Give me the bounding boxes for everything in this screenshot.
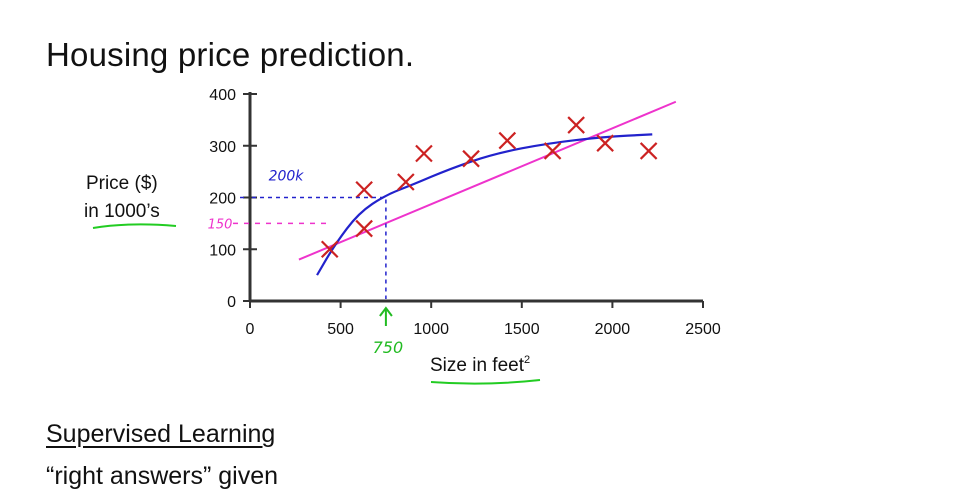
- y-tick-label: 100: [209, 242, 236, 259]
- x-tick-label: 1000: [413, 321, 449, 338]
- section-heading: Supervised Learning: [46, 420, 276, 448]
- fit-lines: [298, 100, 677, 276]
- query-value-label: 750: [373, 338, 404, 357]
- x-tick-label: 0: [246, 321, 255, 338]
- data-point-stroke: [355, 180, 373, 199]
- data-point-stroke: [320, 240, 339, 259]
- x-axis-label-superscript: 2: [524, 354, 531, 366]
- data-point-stroke: [462, 149, 480, 168]
- x-tick-label: 2000: [595, 321, 631, 338]
- query-arrow-head: [379, 306, 393, 317]
- y-tick-label: 400: [209, 87, 236, 104]
- annotations: 750 200k 150: [92, 169, 541, 385]
- y-axis-label-line1: Price ($): [85, 173, 158, 194]
- y-tick-label: 200: [209, 191, 236, 208]
- y-axis-label-line2: in 1000’s: [84, 201, 160, 222]
- data-point-stroke: [397, 173, 415, 191]
- data-point-stroke: [543, 142, 562, 160]
- x-tick-label: 2500: [685, 321, 721, 338]
- data-point: [355, 219, 373, 238]
- data-point: [320, 240, 339, 259]
- data-point: [567, 116, 585, 134]
- data-point-stroke: [498, 131, 517, 150]
- ylabel-underline: [92, 223, 177, 229]
- data-point-stroke: [355, 219, 373, 238]
- data-point: [543, 142, 562, 160]
- chart-axes: 0 500 1000 1500 2000 2500 0 100 200 300 400: [209, 87, 721, 338]
- y-tick-label: 300: [209, 139, 236, 156]
- x-tick-label: 1500: [504, 321, 540, 338]
- data-points: [320, 116, 658, 259]
- data-point: [355, 180, 373, 199]
- data-point: [596, 134, 614, 152]
- linear-fit-line: [298, 100, 677, 261]
- data-point-stroke: [567, 116, 585, 134]
- curve-fit-line: [316, 133, 653, 276]
- y-tick-label: 0: [227, 294, 236, 311]
- x-tick-label: 500: [327, 321, 354, 338]
- x-axis-label-text: Size in feet: [430, 355, 524, 376]
- xlabel-underline: [430, 379, 541, 385]
- prediction-label-curve: 200k: [269, 169, 305, 185]
- data-point: [639, 142, 658, 160]
- data-point: [397, 173, 415, 191]
- prediction-label-linear: 150: [208, 217, 233, 232]
- slide-title: Housing price prediction.: [46, 36, 415, 73]
- data-point: [498, 131, 517, 150]
- data-point-stroke: [415, 144, 433, 163]
- data-point-stroke: [596, 134, 614, 152]
- data-point: [462, 149, 480, 168]
- y-axis-label: Price ($) in 1000’s: [84, 170, 160, 226]
- x-axis-label: Size in feet2: [430, 354, 530, 377]
- data-point: [415, 144, 433, 163]
- section-note: “right answers” given: [46, 462, 279, 490]
- data-point-stroke: [639, 142, 658, 160]
